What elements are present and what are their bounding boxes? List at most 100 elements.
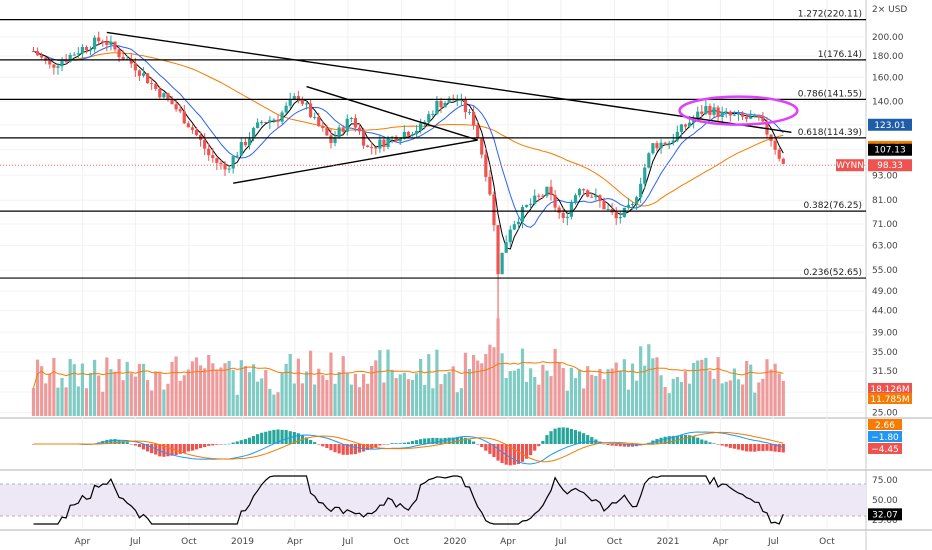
macd-hist-bar [235, 441, 239, 444]
candle-body [512, 224, 516, 230]
macd-hist-bar [349, 444, 353, 455]
macd-hist-bar [692, 436, 696, 444]
candle-body [504, 242, 508, 253]
volume-bar [80, 363, 84, 416]
macd-hist-bar [178, 444, 182, 454]
fib-level-label: 0.618(114.39) [798, 128, 862, 138]
candle-body [626, 204, 631, 208]
volume-bar [590, 374, 594, 416]
volume-bar [476, 360, 480, 416]
volume-bar [215, 369, 219, 416]
x-tick-label: Jul [129, 537, 141, 547]
candle-body [524, 204, 529, 207]
macd-hist-bar [549, 431, 553, 444]
price-tick-label: 81.00 [872, 196, 898, 206]
candle-body [357, 127, 362, 132]
candle-body [488, 176, 492, 195]
volume-bar [427, 354, 431, 416]
macd-hist-bar [337, 444, 341, 454]
ma-mid-line [33, 44, 784, 228]
volume-bar [231, 369, 235, 416]
candle-body [223, 164, 227, 170]
volume-bar [251, 364, 256, 416]
candle-body [178, 109, 182, 112]
macd-hist-bar [659, 437, 663, 444]
volume-bar [655, 357, 659, 416]
candle-body [382, 139, 386, 147]
macd-hist-bar [141, 444, 146, 450]
volume-bar [761, 378, 765, 416]
volume-bar [370, 365, 374, 416]
volume-ma-line [33, 361, 784, 389]
volume-bar [594, 375, 598, 416]
macd-hist-bar [207, 444, 211, 446]
trendline [233, 139, 478, 184]
volume-bar [724, 381, 728, 416]
candle-body [647, 153, 651, 168]
candle-body [622, 207, 626, 218]
volume-bar [545, 370, 549, 416]
candle-body [582, 189, 586, 191]
volume-bar [317, 368, 321, 416]
candle-body [414, 130, 419, 135]
macd-hist-bar [492, 444, 496, 458]
volume-bar [606, 369, 610, 416]
volume-bar [500, 353, 504, 416]
macd-signal-line [33, 431, 784, 463]
candle-body [56, 66, 60, 68]
volume-bar [687, 383, 692, 416]
volume-bar [622, 359, 626, 416]
volume-bar [504, 378, 508, 416]
volume-bar [243, 366, 247, 416]
candle-body [671, 140, 675, 143]
volume-bar [40, 366, 44, 416]
highlight-ellipse [678, 95, 799, 126]
volume-bar [141, 363, 146, 416]
volume-bar [667, 393, 671, 416]
candle-body [325, 128, 329, 136]
candle-body [300, 99, 305, 104]
trendline [306, 85, 478, 141]
candle-body [150, 83, 154, 85]
macd-hist-bar [663, 436, 667, 444]
macd-hist-bar [268, 430, 272, 444]
volume-bar [467, 368, 472, 416]
macd-hist-bar [251, 436, 256, 444]
volume-bar [349, 384, 353, 416]
macd-hist-bar [626, 444, 631, 447]
volume-bar [182, 375, 186, 416]
volume-bar [675, 376, 679, 416]
candle-body [484, 154, 488, 177]
candle-body [696, 111, 700, 119]
volume-bar [700, 359, 704, 416]
candle-body [516, 221, 521, 225]
volume-bar [292, 383, 296, 416]
volume-bar [390, 369, 394, 416]
macd-line [33, 431, 784, 465]
volume-bar [728, 380, 732, 416]
volume-bar [582, 388, 586, 416]
macd-value-tag [868, 431, 902, 442]
volume-bar [447, 371, 451, 416]
candle-body [541, 195, 545, 197]
candle-body [251, 127, 256, 139]
macd-hist-bar [341, 444, 345, 455]
volume-bar [97, 375, 101, 416]
volume-bar [696, 360, 700, 416]
candle-body [667, 142, 671, 145]
volume-bar [166, 383, 170, 416]
macd-hist-bar [398, 443, 402, 444]
macd-hist-bar [667, 436, 671, 444]
x-tick-label: Oct [607, 537, 623, 547]
price-tick-label: 49.00 [872, 287, 898, 297]
candle-body [207, 148, 211, 156]
candle-body [549, 186, 553, 196]
macd-hist-bar [488, 444, 492, 454]
candle-body [565, 216, 569, 218]
candle-body [247, 138, 252, 146]
macd-hist-bar [423, 438, 427, 444]
candle-body [154, 83, 158, 89]
macd-hist-bar [696, 437, 700, 444]
candle-body [630, 203, 635, 205]
